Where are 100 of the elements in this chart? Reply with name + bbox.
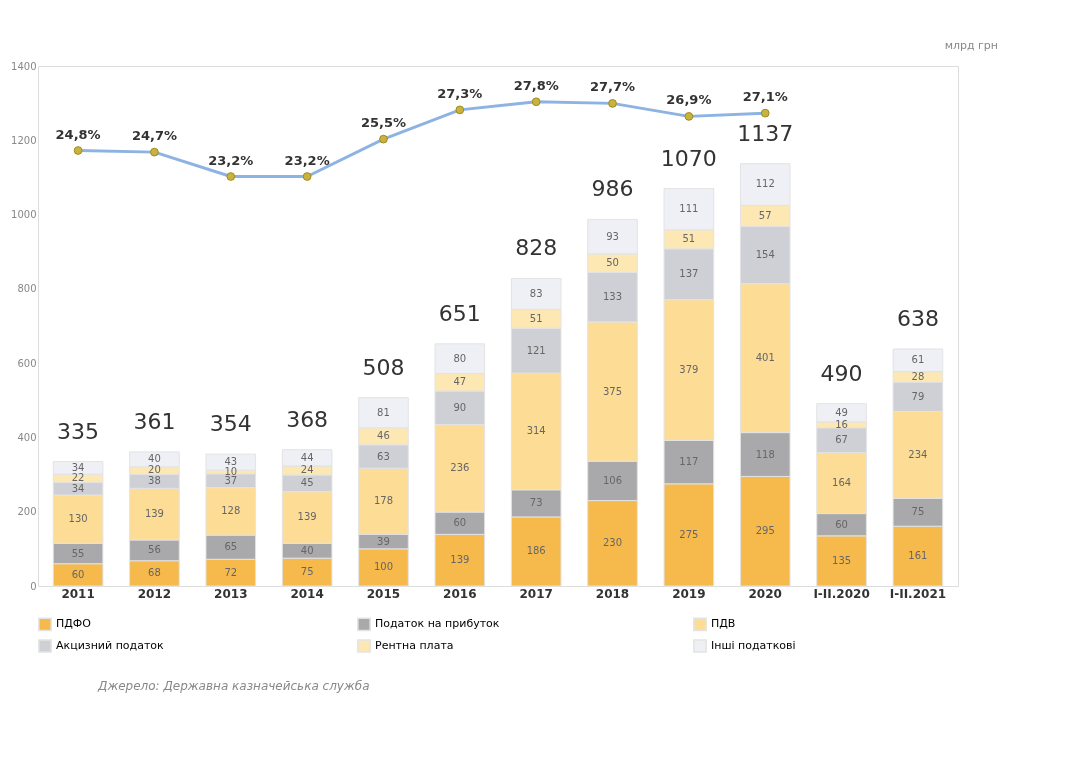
data-label: 40 bbox=[148, 453, 161, 465]
data-label: 106 bbox=[602, 474, 623, 486]
data-label: 28 bbox=[911, 370, 925, 382]
data-label: 46 bbox=[377, 430, 390, 442]
data-label: 83 bbox=[529, 287, 543, 299]
data-label: 34 bbox=[71, 482, 85, 494]
data-label: 111 bbox=[679, 203, 699, 215]
data-label: 379 bbox=[679, 364, 699, 376]
data-label: 80 bbox=[453, 352, 467, 364]
data-label: 154 bbox=[755, 249, 775, 261]
data-label: 401 bbox=[755, 352, 775, 364]
data-label: 236 bbox=[450, 462, 470, 474]
data-label: 135 bbox=[832, 554, 852, 566]
legend-label: ПДВ bbox=[711, 617, 736, 631]
data-label: 72 bbox=[224, 566, 238, 578]
data-label: 20 bbox=[148, 464, 161, 476]
data-label: 65 bbox=[224, 541, 238, 553]
total-label: 335 bbox=[57, 418, 100, 444]
data-label: 178 bbox=[373, 495, 394, 507]
data-label: 27,7% bbox=[589, 79, 636, 95]
data-label: 25,5% bbox=[360, 115, 407, 131]
data-label: 57 bbox=[758, 209, 772, 221]
data-label: 43 bbox=[224, 456, 238, 468]
data-label: 121 bbox=[526, 344, 546, 356]
data-label: 51 bbox=[529, 312, 543, 324]
total-label: 508 bbox=[362, 354, 405, 380]
x-tick-label: 2020 bbox=[748, 586, 782, 601]
y-tick-label: 1000 bbox=[11, 209, 37, 221]
text: Джерело: Державна казначейська служба bbox=[97, 679, 370, 693]
data-label: 49 bbox=[835, 406, 848, 418]
data-label: 55 bbox=[71, 547, 85, 559]
x-tick-label: 2011 bbox=[61, 586, 95, 601]
data-label: 139 bbox=[450, 554, 470, 566]
y-tick-label: 200 bbox=[17, 506, 37, 518]
x-tick-label: 2014 bbox=[290, 586, 324, 601]
x-tick-label: 2016 bbox=[443, 586, 477, 601]
data-label: 22 bbox=[71, 472, 85, 484]
x-tick-label: 2012 bbox=[137, 586, 172, 601]
data-label: 375 bbox=[602, 385, 623, 397]
x-tick-label: 2017 bbox=[519, 586, 553, 601]
data-label: 161 bbox=[908, 550, 928, 562]
data-label: 47 bbox=[453, 376, 467, 388]
data-label: 137 bbox=[679, 268, 699, 280]
data-label: 73 bbox=[529, 497, 543, 509]
data-label: 139 bbox=[144, 508, 164, 520]
y-tick-label: 0 bbox=[30, 580, 37, 592]
x-tick-label: I-II.2021 bbox=[889, 586, 947, 601]
data-label: 44 bbox=[300, 451, 314, 463]
data-label: 27,3% bbox=[437, 85, 483, 101]
x-tick-label: 2013 bbox=[214, 586, 248, 601]
data-label: 61 bbox=[911, 354, 925, 366]
data-label: 27,1% bbox=[742, 89, 788, 105]
total-label: 638 bbox=[896, 306, 939, 332]
data-label: 133 bbox=[602, 291, 623, 303]
data-label: 23,2% bbox=[208, 152, 254, 168]
data-label: 230 bbox=[602, 537, 623, 549]
data-label: 56 bbox=[148, 544, 161, 556]
data-label: 60 bbox=[453, 517, 467, 529]
data-label: 24,7% bbox=[131, 128, 177, 144]
data-label: 16 bbox=[835, 418, 848, 430]
data-label: 45 bbox=[300, 477, 314, 489]
data-label: 130 bbox=[68, 513, 88, 525]
data-label: 234 bbox=[908, 448, 928, 460]
data-label: 75 bbox=[300, 566, 314, 578]
data-label: 60 bbox=[835, 518, 848, 530]
data-label: 34 bbox=[71, 461, 85, 473]
data-label: 295 bbox=[755, 525, 775, 537]
y-tick-label: 800 bbox=[17, 283, 37, 295]
x-tick-label: 2019 bbox=[672, 586, 706, 601]
data-label: 81 bbox=[377, 406, 390, 418]
legend-label: ПДФО bbox=[56, 617, 92, 631]
data-label: 128 bbox=[221, 505, 241, 517]
data-label: 39 bbox=[377, 535, 390, 547]
data-label: 51 bbox=[682, 233, 696, 245]
data-label: 100 bbox=[373, 561, 394, 573]
legend-label: Акцизний податок bbox=[56, 639, 165, 652]
data-label: 112 bbox=[755, 178, 775, 190]
data-label: 75 bbox=[911, 506, 925, 518]
y-tick-label: 1200 bbox=[11, 134, 37, 146]
total-label: 368 bbox=[286, 406, 329, 432]
text: млрд грн bbox=[944, 39, 998, 52]
total-label: 354 bbox=[209, 411, 252, 437]
data-label: 93 bbox=[606, 230, 619, 242]
data-label: 139 bbox=[297, 511, 317, 523]
data-label: 24 bbox=[300, 464, 314, 476]
data-label: 37 bbox=[224, 474, 238, 486]
x-tick-label: I-II.2020 bbox=[813, 586, 870, 601]
total-label: 828 bbox=[515, 235, 558, 261]
y-tick-label: 600 bbox=[17, 357, 37, 369]
data-label: 10 bbox=[224, 465, 238, 477]
total-label: 490 bbox=[820, 360, 863, 386]
data-label: 118 bbox=[755, 448, 775, 460]
data-label: 164 bbox=[832, 477, 852, 489]
total-label: 651 bbox=[438, 300, 481, 326]
data-label: 27,8% bbox=[513, 77, 559, 93]
data-label: 60 bbox=[71, 568, 85, 580]
y-tick-label: 400 bbox=[17, 431, 37, 443]
data-label: 79 bbox=[911, 390, 925, 402]
data-label: 40 bbox=[300, 544, 314, 556]
total-label: 986 bbox=[591, 176, 634, 202]
